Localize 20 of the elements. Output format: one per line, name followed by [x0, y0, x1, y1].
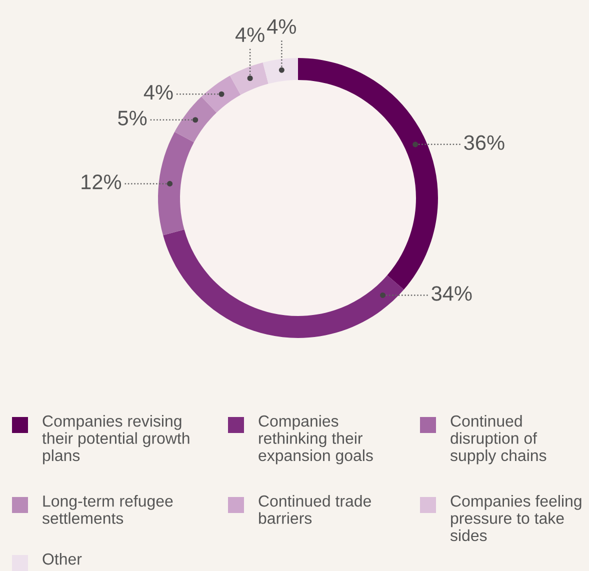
legend-label: Companies rethinking their expansion goals	[258, 415, 373, 464]
data-label: 4%	[144, 85, 173, 100]
donut-slice	[174, 96, 217, 142]
data-label: 4%	[235, 27, 264, 42]
data-label: 34%	[432, 286, 472, 301]
data-label: 12%	[82, 174, 122, 190]
donut-slice	[201, 76, 241, 113]
data-label: 4%	[267, 19, 296, 34]
legend-label: Companies feeling pressure to take sides	[450, 495, 582, 542]
donut-slice	[262, 58, 298, 84]
donut-slice	[158, 132, 194, 236]
donut-slice	[230, 62, 268, 95]
legend-label: Long-term refugee settlements	[42, 495, 173, 524]
donut-slice	[163, 229, 404, 338]
legend-label: Other	[42, 553, 82, 565]
legend-label: Continued trade barriers	[258, 495, 371, 524]
data-label: 36%	[464, 135, 504, 150]
legend-label: Continued disruption of supply chains	[450, 415, 546, 464]
data-label: 5%	[118, 110, 147, 126]
legend-label: Companies revising their potential growth plans	[42, 415, 190, 464]
